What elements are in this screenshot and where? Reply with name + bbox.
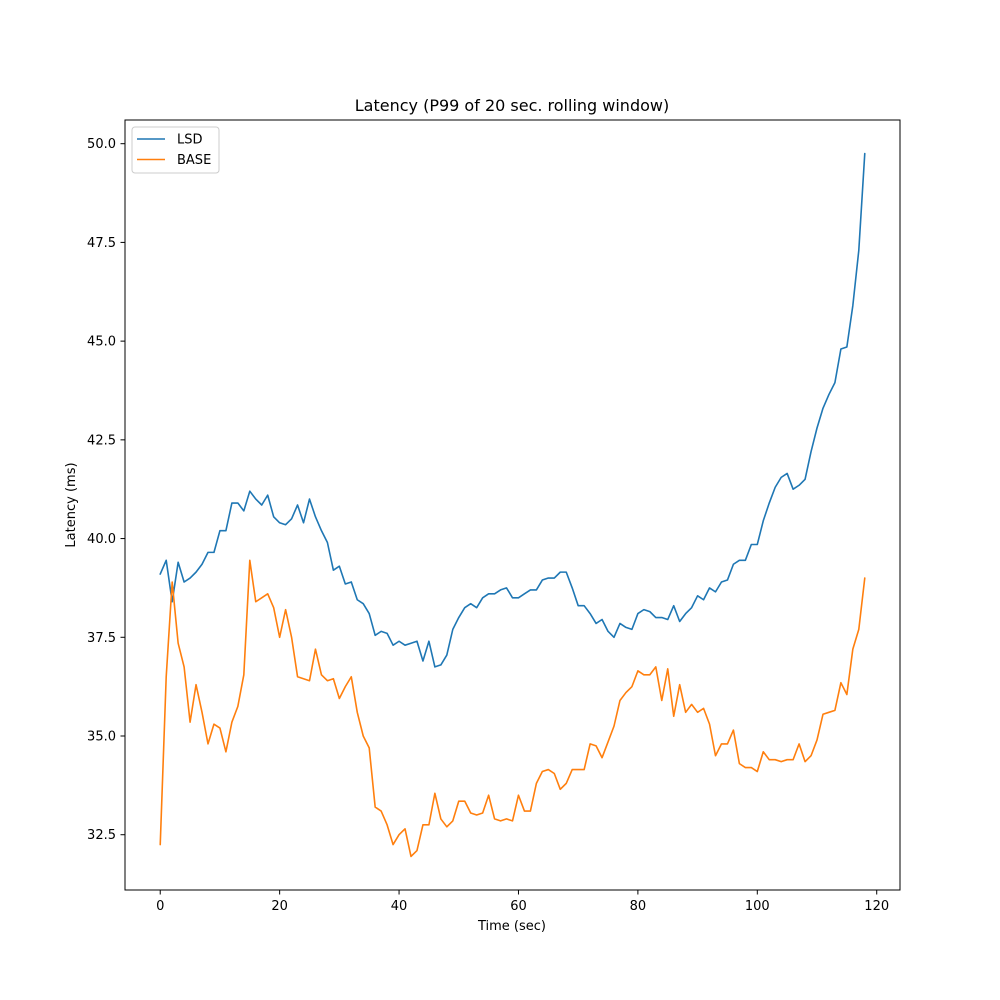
- x-tick-label: 80: [630, 899, 647, 914]
- series-layer: [159, 152, 866, 858]
- legend: LSD BASE: [131, 126, 220, 174]
- x-axis: 0 20 40 60 80 100 120: [156, 890, 889, 914]
- y-tick-label: 42.5: [87, 433, 116, 448]
- plot-frame: [124, 119, 901, 891]
- x-tick-label: 0: [156, 899, 164, 914]
- y-tick-label: 32.5: [87, 828, 116, 843]
- legend-label-lsd: LSD: [177, 133, 203, 148]
- series-line-lsd: [159, 152, 866, 668]
- y-tick-label: 47.5: [87, 236, 116, 251]
- chart-title: Latency (P99 of 20 sec. rolling window): [355, 96, 669, 115]
- y-tick-label: 50.0: [87, 137, 116, 152]
- y-axis: 32.5 35.0 37.5 40.0 42.5 45.0 47.5 50.0: [87, 137, 125, 843]
- y-tick-label: 35.0: [87, 730, 116, 745]
- y-axis-label: Latency (ms): [64, 462, 79, 547]
- legend-label-base: BASE: [177, 153, 211, 168]
- x-tick-label: 120: [864, 899, 889, 914]
- x-tick-label: 40: [391, 899, 408, 914]
- x-tick-label: 60: [510, 899, 527, 914]
- y-tick-label: 37.5: [87, 631, 116, 646]
- x-tick-label: 20: [271, 899, 288, 914]
- y-tick-label: 45.0: [87, 335, 116, 350]
- x-axis-label: Time (sec): [477, 919, 546, 934]
- y-tick-label: 40.0: [87, 532, 116, 547]
- x-tick-label: 100: [745, 899, 770, 914]
- series-line-base: [159, 559, 866, 858]
